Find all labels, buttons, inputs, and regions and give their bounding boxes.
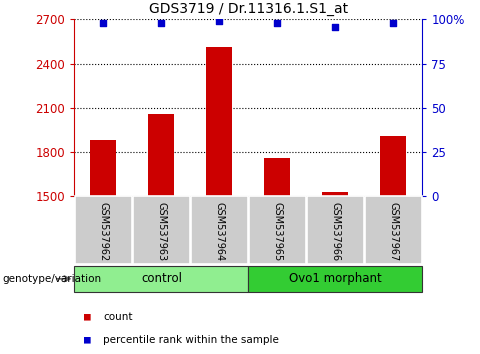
Bar [90,141,117,196]
Bar [249,196,306,264]
Title: GDS3719 / Dr.11316.1.S1_at: GDS3719 / Dr.11316.1.S1_at [149,2,348,16]
Text: control: control [141,272,182,285]
Text: GSM537964: GSM537964 [215,202,225,261]
Bar [206,47,232,196]
Bar [249,266,422,292]
Text: GSM537967: GSM537967 [388,202,398,261]
Text: ■: ■ [84,335,91,345]
Bar [323,192,348,196]
Bar [75,196,132,264]
Point [390,20,397,26]
Bar [74,266,249,292]
Bar [365,196,422,264]
Bar [264,158,290,196]
Point [99,20,107,26]
Text: GSM537962: GSM537962 [98,202,108,261]
Point [332,24,339,29]
Text: Ovo1 morphant: Ovo1 morphant [289,272,382,285]
Text: ■: ■ [84,312,91,322]
Point [216,18,223,24]
Text: GSM537965: GSM537965 [272,202,282,261]
Bar [191,196,248,264]
Text: GSM537963: GSM537963 [156,202,167,261]
Point [274,20,281,26]
Bar [380,136,407,196]
Bar [133,196,190,264]
Text: percentile rank within the sample: percentile rank within the sample [103,335,279,345]
Text: GSM537966: GSM537966 [330,202,340,261]
Text: genotype/variation: genotype/variation [2,274,102,284]
Bar [148,114,174,196]
Bar [307,196,364,264]
Point [157,20,165,26]
Text: count: count [103,312,132,322]
